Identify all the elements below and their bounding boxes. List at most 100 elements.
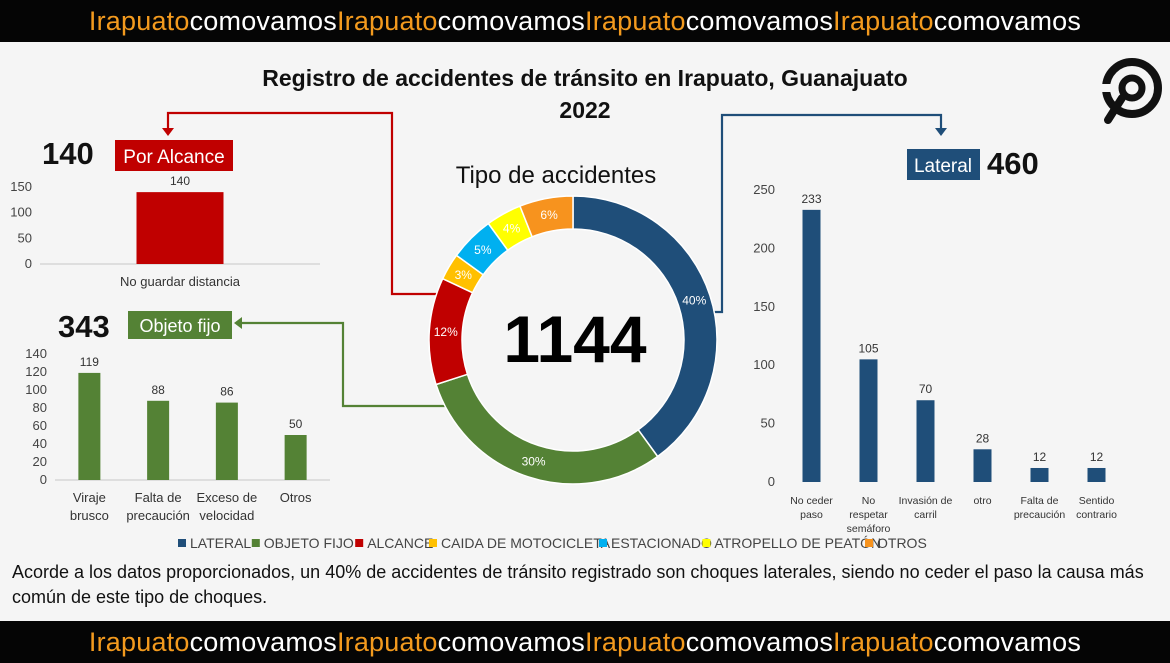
bar (916, 400, 935, 482)
x-category-label: brusco (70, 508, 109, 523)
legend-swatch-atropello-de-peaton (702, 539, 711, 547)
description-text: Acorde a los datos proporcionados, un 40… (12, 562, 1144, 607)
y-tick-label: 250 (753, 182, 775, 197)
y-tick-label: 40 (33, 436, 47, 451)
alcance-badge-label: Por Alcance (123, 147, 224, 168)
x-category-label: precaución (1014, 509, 1066, 521)
connector-objeto-fijo (240, 321, 445, 408)
bar (136, 192, 224, 264)
x-category-label: Invasión de (899, 495, 953, 507)
objeto-fijo-bar-chart: 0 20 40 60 80 100 120 140 119 Viraje brusco 88 Falta… (25, 346, 330, 523)
x-category-label: Otros (280, 490, 312, 505)
donut-slice-label-objeto-fijo: 30% (522, 454, 546, 468)
legend-swatch-alcance (355, 539, 364, 547)
x-category-label: respetar (849, 509, 888, 521)
donut-slice-label-atropello-de-peaton: 4% (503, 221, 521, 235)
bar-value-label: 70 (919, 382, 933, 396)
x-category-label: paso (800, 509, 823, 521)
donut-slice-label-caida-de-motocicleta: 3% (455, 268, 473, 282)
legend-label-atropello-de-peaton: ATROPELLO DE PEATÓN (714, 535, 881, 551)
bar (1030, 467, 1049, 482)
bar-value-label: 12 (1033, 450, 1047, 464)
legend-swatch-caida-de-motocicleta (429, 539, 437, 547)
bar-value-label: 119 (80, 355, 99, 369)
bar (859, 359, 878, 482)
bar-value-label: 50 (289, 417, 303, 431)
donut-slice-lateral (572, 195, 718, 458)
x-category-label: Falta de (135, 490, 182, 505)
x-category-label: otro (973, 495, 991, 507)
donut-legend: LATERAL OBJETO FIJO ALCANCE CAIDA DE MOTOCI… (178, 535, 927, 551)
page-title: Registro de accidentes de tránsito en Ir… (180, 62, 990, 126)
donut-slice-otros (519, 195, 574, 238)
x-category-label: velocidad (199, 508, 254, 523)
x-category-label: No ceder (790, 495, 833, 507)
y-tick-label: 50 (761, 416, 775, 431)
y-tick-label: 20 (33, 454, 47, 469)
lateral-badge-label: Lateral (914, 156, 972, 177)
arrow-alcance-icon (162, 128, 174, 136)
bar-value-label: 140 (170, 174, 190, 188)
y-tick-label: 0 (768, 474, 775, 489)
objeto-fijo-badge-label: Objeto fijo (139, 316, 220, 336)
x-category-label: contrario (1076, 509, 1117, 521)
x-category-label: semáforo (847, 523, 891, 535)
top-banner: Irapuatocomovamos Irapuatocomovamos Irap… (0, 0, 1170, 42)
alcance-bar-chart: 0 50 100 150 140 No guardar distancia (10, 174, 320, 289)
bottom-banner: Irapuatocomovamos Irapuatocomovamos Irap… (0, 621, 1170, 663)
y-tick-label: 140 (25, 346, 47, 361)
lateral-bar-chart: 0 50 100 150 200 250 233 No ceder paso 105 No respe… (753, 182, 1117, 535)
x-category-label: Sentido (1079, 495, 1115, 507)
donut-title: Tipo de accidentes (456, 162, 657, 189)
bar-value-label: 28 (976, 431, 990, 445)
bar-value-label: 105 (858, 341, 878, 355)
bar-value-label: 233 (801, 192, 821, 206)
legend-swatch-otros (865, 539, 873, 547)
legend-swatch-objeto-fijo (251, 539, 260, 547)
alcance-total: 140 (42, 136, 94, 171)
donut-slice-label-lateral: 40% (682, 294, 706, 308)
donut-slice-label-estacionado: 5% (474, 243, 492, 257)
x-category-label: carril (914, 509, 937, 521)
x-category-label: No guardar distancia (120, 274, 241, 289)
x-category-label: Falta de (1021, 495, 1059, 507)
y-tick-label: 0 (25, 256, 32, 271)
y-tick-label: 50 (18, 230, 32, 245)
donut-slice-label-alcance: 12% (434, 325, 458, 339)
legend-label-caida-de-motocicleta: CAIDA DE MOTOCICLETA (441, 535, 611, 551)
bar (215, 402, 238, 480)
bar (78, 372, 101, 480)
legend-label-estacionado: ESTACIONADO (611, 535, 712, 551)
y-tick-label: 0 (40, 472, 47, 487)
legend-label-lateral: LATERAL (190, 535, 251, 551)
y-tick-label: 100 (753, 357, 775, 372)
lateral-badge (907, 149, 980, 180)
title-line-1: Registro de accidentes de tránsito en Ir… (262, 65, 908, 91)
arrow-lateral-icon (935, 128, 947, 136)
title-line-2: 2022 (559, 97, 611, 123)
lateral-total: 460 (987, 146, 1039, 181)
legend-label-otros: OTROS (877, 535, 927, 551)
objeto-fijo-total: 343 (58, 309, 110, 344)
x-category-label: No (862, 495, 876, 507)
objeto-fijo-badge (128, 311, 232, 339)
arrow-objeto-fijo-icon (234, 317, 242, 329)
alcance-badge (115, 140, 233, 171)
bar (284, 435, 307, 480)
y-tick-label: 60 (33, 418, 47, 433)
donut-slice-label-otros: 6% (540, 208, 558, 222)
y-tick-label: 120 (25, 364, 47, 379)
legend-swatch-lateral (178, 539, 186, 547)
x-category-label: Viraje (73, 490, 106, 505)
x-category-label: precaución (126, 508, 190, 523)
bar-value-label: 86 (220, 385, 234, 399)
connectors (162, 111, 947, 408)
donut-slice-objeto-fijo (435, 373, 659, 485)
bar (147, 400, 170, 480)
legend-swatch-estacionado (599, 539, 607, 547)
y-tick-label: 100 (10, 205, 32, 220)
y-tick-label: 150 (10, 179, 32, 194)
bar (973, 449, 992, 482)
donut-total: 1144 (503, 302, 646, 376)
irapuato-comovamos-logo-icon (1100, 58, 1162, 124)
